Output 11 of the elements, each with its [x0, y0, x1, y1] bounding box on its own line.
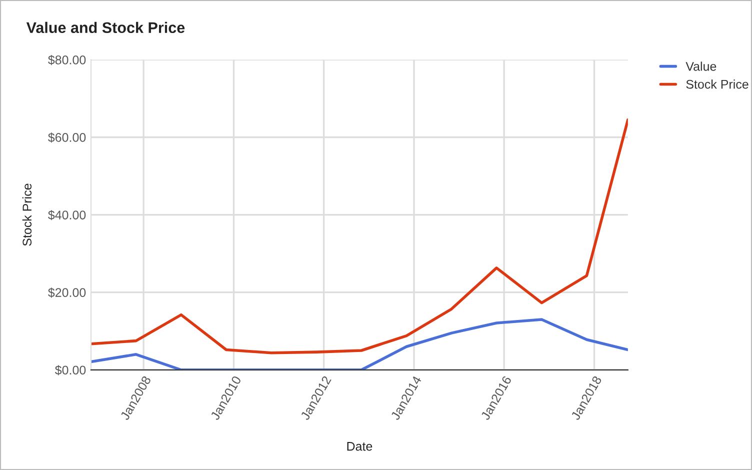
- legend-label: Stock Price: [686, 80, 748, 89]
- x-axis-title: Date: [347, 442, 372, 451]
- y-axis-title: Stock Price: [22, 184, 32, 246]
- line-series: [90, 118, 628, 354]
- y-tick-label: $20.00: [48, 288, 86, 298]
- y-tick-label: $60.00: [48, 132, 86, 143]
- legend-label: Value: [686, 62, 716, 71]
- y-tick-label: $0.00: [54, 365, 86, 376]
- y-tick-label: $80.00: [48, 54, 86, 66]
- y-tick-label: $40.00: [48, 210, 86, 220]
- chart-title: Value and Stock Price: [26, 22, 185, 34]
